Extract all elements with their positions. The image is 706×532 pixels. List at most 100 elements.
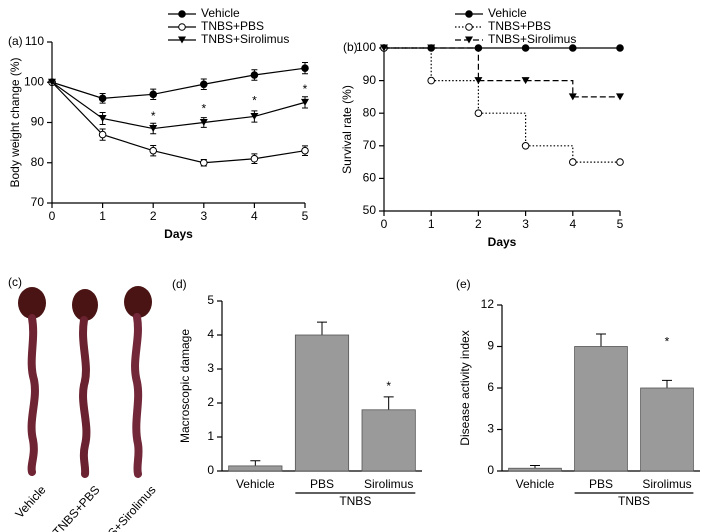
error-bar [596, 333, 606, 347]
colon [124, 286, 152, 478]
x-tick-label: 3 [522, 217, 529, 231]
marker [427, 76, 436, 85]
y-axis-label: Disease activity index [458, 330, 472, 445]
bar [640, 387, 694, 472]
marker [569, 44, 577, 52]
panel-label: (c) [8, 275, 22, 289]
marker [199, 119, 208, 126]
legend-label: Vehicle [488, 6, 527, 20]
marker [149, 146, 157, 155]
y-tick-label: 100 [356, 40, 376, 54]
colon [72, 289, 98, 478]
bar [228, 465, 283, 472]
y-axis-label: Body weight change (%) [8, 57, 22, 187]
y-tick-label: 60 [363, 171, 377, 185]
x-tick-label: 1 [99, 209, 106, 223]
bar [508, 467, 562, 472]
y-axis-label: Survival rate (%) [340, 85, 354, 174]
error-bar [383, 396, 394, 410]
marker [98, 130, 107, 139]
panel-label: (d) [172, 277, 187, 291]
y-tick-label: 80 [31, 155, 45, 169]
annotation: * [386, 379, 391, 393]
group-label: TNBS [618, 494, 650, 508]
y-axis-label: Macroscopic damage [178, 329, 192, 443]
line [51, 67, 306, 99]
marker [474, 109, 483, 117]
y-tick-label: 80 [363, 105, 377, 119]
legend-label: Vehicle [201, 6, 240, 20]
legend-marker [178, 23, 186, 31]
error-bar [530, 464, 540, 469]
marker [149, 125, 158, 133]
marker [301, 146, 309, 155]
marker [616, 44, 624, 52]
x-tick-label: 4 [569, 217, 576, 231]
bar [574, 346, 628, 472]
marker [521, 142, 530, 150]
panel-label: (a) [8, 34, 23, 48]
x-tick-label: Sirolimus [642, 477, 691, 491]
y-tick-label: 0 [207, 463, 214, 477]
marker [98, 94, 107, 103]
y-tick-label: 90 [363, 73, 377, 87]
x-tick-label: 2 [475, 217, 482, 231]
colon [18, 287, 46, 476]
marker [149, 90, 157, 99]
marker [200, 80, 208, 89]
marker [250, 71, 259, 79]
colon-photo: (c) Vehicle TNBS+PBS TNBS+Sirolimus [8, 275, 159, 532]
annotation: * [665, 334, 670, 348]
bar [294, 334, 350, 472]
legend-marker [178, 10, 186, 18]
y-tick-label: 0 [487, 463, 494, 477]
step-line [525, 80, 574, 97]
x-tick-label: 1 [428, 217, 435, 231]
line [51, 81, 306, 164]
y-tick-label: 12 [481, 297, 495, 311]
legend-marker [178, 36, 186, 44]
error-bar [317, 321, 327, 335]
annotation: * [303, 82, 308, 96]
marker [521, 77, 530, 85]
annotation: * [252, 93, 257, 107]
y-tick-label: 2 [207, 395, 214, 409]
x-tick-label: Sirolimus [364, 477, 413, 491]
y-tick-label: 70 [363, 138, 377, 152]
group-label: TNBS [339, 494, 371, 508]
error-bar [250, 460, 261, 466]
marker [250, 154, 259, 163]
x-tick-label: 3 [200, 209, 207, 223]
panel-label: (b) [343, 40, 358, 54]
marker [301, 98, 309, 106]
x-tick-label: 2 [150, 209, 157, 223]
x-tick-label: PBS [310, 477, 334, 491]
marker [616, 158, 624, 166]
legend-marker [465, 36, 473, 44]
legend-label: TNBS+Sirolimus [488, 32, 576, 46]
y-tick-label: 4 [207, 327, 214, 341]
y-tick-label: 9 [487, 339, 494, 353]
marker [250, 112, 259, 120]
step-line [384, 47, 432, 81]
marker [380, 44, 388, 52]
x-axis-label: Days [164, 227, 193, 241]
photo-caption: Vehicle [12, 483, 49, 521]
legend-label: TNBS+Sirolimus [201, 32, 289, 46]
marker [474, 77, 483, 85]
photo-caption: TNBS+PBS [50, 483, 103, 532]
legend-label: TNBS+PBS [201, 19, 264, 33]
y-tick-label: 3 [207, 361, 214, 375]
marker [569, 158, 577, 166]
y-tick-label: 50 [363, 203, 377, 217]
y-tick-label: 70 [31, 195, 45, 209]
y-tick-label: 3 [487, 422, 494, 436]
x-tick-label: 5 [617, 217, 624, 231]
y-tick-label: 5 [207, 293, 214, 307]
marker [568, 93, 577, 101]
marker [98, 114, 107, 122]
step-line [478, 112, 527, 146]
marker [48, 78, 56, 86]
annotation: * [201, 101, 206, 115]
legend-label: TNBS+PBS [488, 19, 551, 33]
